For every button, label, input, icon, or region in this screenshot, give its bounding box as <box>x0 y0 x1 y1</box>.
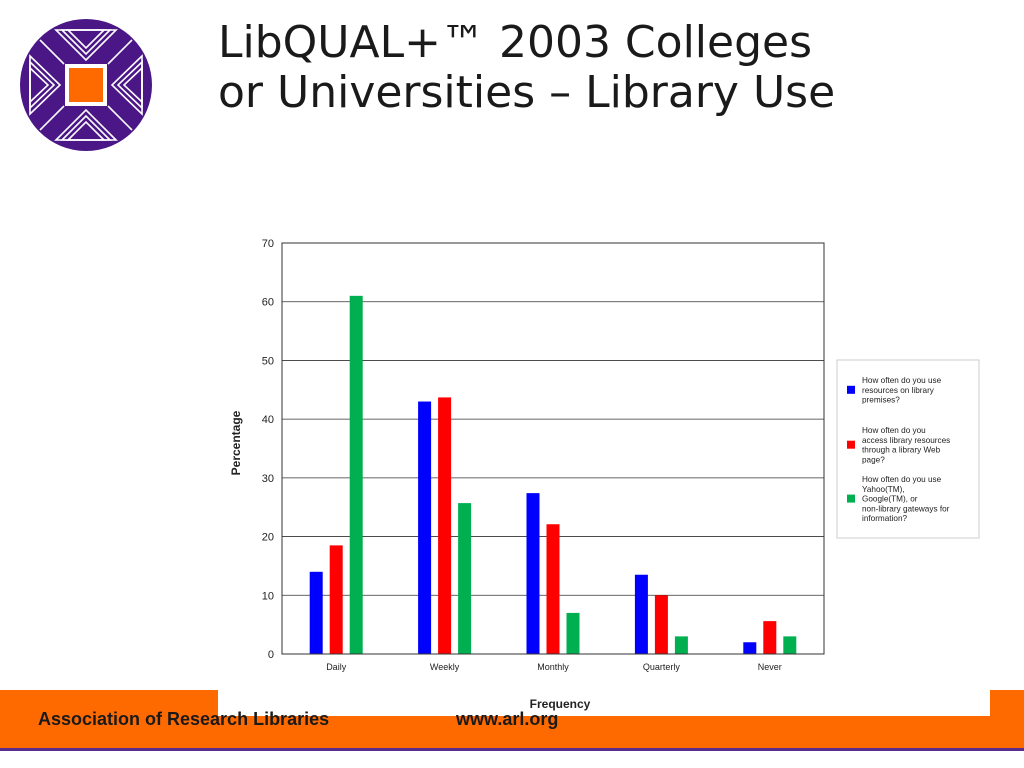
y-tick-label: 30 <box>262 473 274 485</box>
footer-url-link[interactable]: www.arl.org <box>456 709 559 729</box>
legend-entry-text: Yahoo(TM), <box>862 485 905 494</box>
chart-bars <box>309 295 797 654</box>
legend-entry-text: through a library Web <box>862 446 941 455</box>
legend-entry-text: resources on library <box>862 386 935 395</box>
x-tick-label: Monthly <box>537 662 569 672</box>
bar-weekly-series-1 <box>418 401 432 654</box>
bar-daily-series-1 <box>309 571 323 654</box>
slide-title-line-1: LibQUAL+™ 2003 Colleges <box>218 17 813 68</box>
bar-quarterly-series-1 <box>634 574 648 654</box>
y-tick-label: 10 <box>262 590 274 602</box>
bar-weekly-series-3 <box>458 503 472 654</box>
bar-daily-series-2 <box>329 545 343 654</box>
legend-entry-text: How often do you <box>862 426 926 435</box>
library-use-bar-chart: 0 10 20 30 40 50 60 70 Daily Weekly Monthly Quarter… <box>218 230 990 716</box>
legend-entry-text: How often do you use <box>862 376 942 385</box>
bar-never-series-1 <box>743 642 757 654</box>
legend-entry-text: premises? <box>862 396 900 405</box>
bar-never-series-2 <box>763 621 777 654</box>
footer-organization: Association of Research Libraries <box>38 709 330 729</box>
footer-divider <box>0 748 1024 751</box>
arl-logo-icon <box>18 18 154 152</box>
bar-monthly-series-2 <box>546 524 560 654</box>
bar-quarterly-series-2 <box>654 595 668 654</box>
legend-entry-text: non-library gateways for <box>862 504 950 513</box>
x-tick-label: Daily <box>326 662 347 672</box>
y-tick-label: 50 <box>262 355 274 367</box>
plot-frame <box>281 242 825 655</box>
legend-entry-text: Google(TM), or <box>862 495 918 504</box>
legend-entry-text: page? <box>862 455 885 464</box>
bar-monthly-series-3 <box>566 612 580 654</box>
bar-daily-series-3 <box>349 295 363 654</box>
bar-quarterly-series-3 <box>674 636 688 654</box>
y-tick-label: 70 <box>262 238 274 250</box>
legend-box <box>836 359 980 539</box>
legend-entry-text: information? <box>862 514 908 523</box>
x-axis-label: Frequency <box>530 697 591 711</box>
chart-axes: 0 10 20 30 40 50 60 70 Daily Weekly Monthly Quarter… <box>262 238 825 672</box>
bar-weekly-series-2 <box>438 397 452 654</box>
legend-entry-text: How often do you use <box>862 475 942 484</box>
x-tick-label: Quarterly <box>643 662 681 672</box>
slide-title: LibQUAL+™ 2003 Colleges or Universities … <box>218 18 998 118</box>
y-tick-label: 60 <box>262 297 274 309</box>
legend-swatch-series-1 <box>847 385 855 394</box>
slide-title-line-2: or Universities – Library Use <box>218 67 836 118</box>
legend-entry-text: access library resources <box>862 436 950 445</box>
x-tick-label: Never <box>758 662 782 672</box>
legend-swatch-series-2 <box>847 440 855 449</box>
y-axis-label: Percentage <box>229 410 243 475</box>
bar-monthly-series-1 <box>526 493 540 654</box>
y-tick-label: 0 <box>268 649 274 661</box>
y-tick-label: 40 <box>262 414 274 426</box>
bar-never-series-3 <box>783 636 797 654</box>
legend-swatch-series-3 <box>847 494 855 503</box>
y-tick-label: 20 <box>262 532 274 544</box>
x-tick-label: Weekly <box>430 662 460 672</box>
